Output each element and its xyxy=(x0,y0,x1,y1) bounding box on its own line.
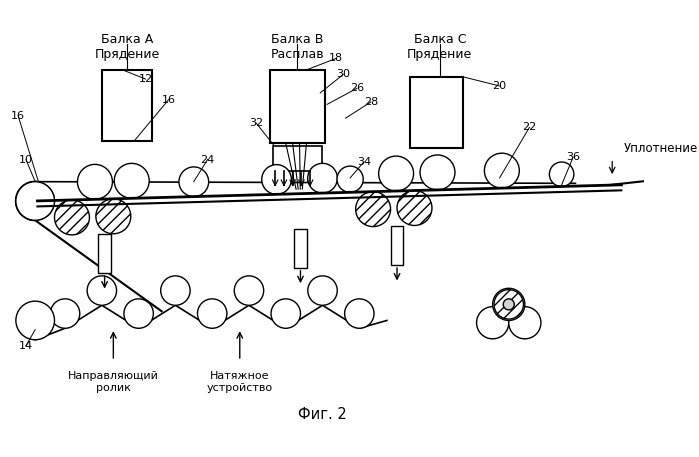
Text: 16: 16 xyxy=(11,111,25,121)
Circle shape xyxy=(509,307,541,339)
Circle shape xyxy=(96,199,131,234)
Text: Фиг. 2: Фиг. 2 xyxy=(298,407,347,422)
Circle shape xyxy=(114,163,149,198)
Circle shape xyxy=(308,276,337,305)
Circle shape xyxy=(484,153,519,188)
Circle shape xyxy=(261,165,291,194)
Circle shape xyxy=(16,301,55,340)
Bar xyxy=(410,77,463,148)
Circle shape xyxy=(179,167,209,197)
Circle shape xyxy=(16,182,55,220)
Bar xyxy=(273,146,322,171)
Bar xyxy=(391,226,403,265)
Circle shape xyxy=(356,191,391,227)
Bar xyxy=(294,228,307,268)
Text: 12: 12 xyxy=(138,74,152,84)
Circle shape xyxy=(420,155,455,190)
Text: Направляющий
ролик: Направляющий ролик xyxy=(68,371,159,393)
Text: 10: 10 xyxy=(19,154,33,165)
Text: 28: 28 xyxy=(363,97,378,107)
Text: 22: 22 xyxy=(522,122,537,133)
Circle shape xyxy=(397,191,432,225)
Circle shape xyxy=(337,166,363,192)
Bar xyxy=(98,234,111,273)
Circle shape xyxy=(124,299,153,328)
Text: 20: 20 xyxy=(493,81,507,91)
Text: 36: 36 xyxy=(566,152,580,162)
Circle shape xyxy=(493,288,525,320)
Circle shape xyxy=(78,165,113,199)
Bar xyxy=(102,70,152,141)
Text: 16: 16 xyxy=(161,95,175,105)
Circle shape xyxy=(494,290,524,319)
Circle shape xyxy=(549,162,574,186)
Circle shape xyxy=(503,299,514,310)
Text: Балка В
Расплав: Балка В Расплав xyxy=(271,33,324,61)
Circle shape xyxy=(345,299,374,328)
Text: 30: 30 xyxy=(336,69,350,80)
Text: Балка А
Прядение: Балка А Прядение xyxy=(94,33,160,61)
Circle shape xyxy=(198,299,227,328)
Circle shape xyxy=(271,299,301,328)
Circle shape xyxy=(87,276,117,305)
Text: 24: 24 xyxy=(201,154,215,165)
Text: 34: 34 xyxy=(357,157,371,167)
Circle shape xyxy=(234,276,264,305)
Text: Натяжное
устройство: Натяжное устройство xyxy=(207,371,273,393)
Circle shape xyxy=(161,276,190,305)
Text: 14: 14 xyxy=(19,341,33,351)
Text: 26: 26 xyxy=(350,83,364,93)
Text: Уплотнение: Уплотнение xyxy=(624,142,698,154)
Text: 32: 32 xyxy=(249,118,263,128)
Circle shape xyxy=(379,156,414,191)
Circle shape xyxy=(477,307,509,339)
Circle shape xyxy=(55,200,89,235)
Bar xyxy=(270,70,325,143)
Circle shape xyxy=(50,299,80,328)
Text: Балка С
Прядение: Балка С Прядение xyxy=(407,33,473,61)
Circle shape xyxy=(16,182,55,220)
Circle shape xyxy=(308,163,338,193)
Text: 18: 18 xyxy=(329,53,343,64)
